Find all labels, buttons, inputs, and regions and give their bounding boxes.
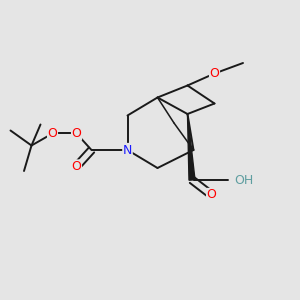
Text: O: O [72,160,81,173]
Text: O: O [72,127,81,140]
Text: N: N [123,143,132,157]
Text: O: O [210,67,219,80]
Polygon shape [188,114,195,180]
Text: O: O [48,127,57,140]
Text: O: O [207,188,216,202]
Text: OH: OH [234,173,253,187]
